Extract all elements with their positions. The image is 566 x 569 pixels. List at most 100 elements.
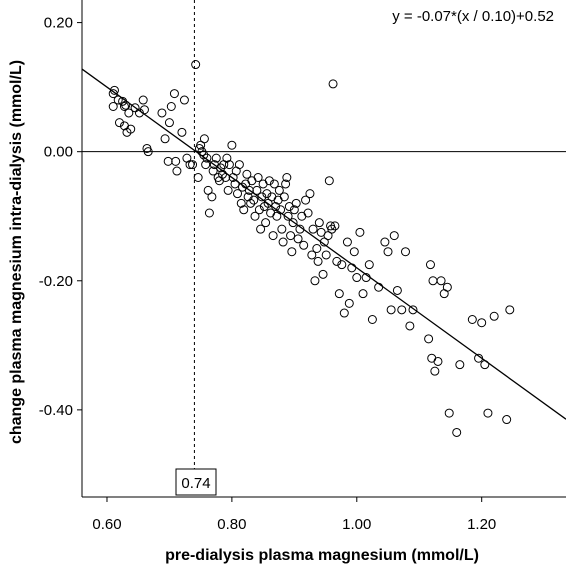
data-point [361, 273, 371, 283]
data-point [271, 202, 281, 212]
data-point [430, 366, 440, 376]
data-point [349, 247, 359, 257]
x-tick-label: 1.00 [342, 516, 371, 533]
data-point [160, 134, 170, 144]
data-point [236, 198, 246, 208]
data-point [279, 192, 289, 202]
data-point [201, 160, 211, 170]
data-point [124, 108, 134, 118]
data-point [113, 95, 123, 105]
data-point [261, 218, 271, 228]
reference-marker: 0.74 [175, 468, 217, 496]
data-point [307, 250, 317, 260]
data-point [202, 153, 212, 163]
data-point [277, 224, 287, 234]
data-point [268, 231, 278, 241]
data-point [274, 185, 284, 195]
data-point [383, 247, 393, 257]
data-point [282, 173, 292, 182]
data-point [157, 108, 167, 118]
data-point [119, 102, 129, 111]
data-point [108, 102, 118, 111]
data-point [191, 60, 201, 70]
y-tick-label: -0.20 [39, 273, 73, 290]
data-point [172, 166, 182, 176]
data-point [358, 289, 368, 299]
data-point [218, 169, 228, 179]
data-point [199, 134, 209, 144]
data-point [328, 79, 338, 89]
data-point [297, 211, 307, 221]
data-point [405, 321, 415, 331]
data-point [321, 250, 331, 260]
data-point [295, 224, 305, 234]
data-point [256, 224, 266, 234]
data-point [386, 305, 396, 315]
data-point [367, 315, 377, 324]
data-point [425, 260, 435, 270]
data-point [480, 360, 490, 370]
data-point [305, 189, 315, 199]
regression-equation: y = -0.07*(x / 0.10)+0.52 [392, 8, 554, 25]
data-point [342, 237, 352, 247]
x-tick-label: 0.80 [217, 516, 246, 533]
data-point [467, 315, 477, 324]
plot-area [81, 0, 566, 497]
data-point [289, 205, 299, 215]
y-tick-label: 0.00 [44, 144, 73, 161]
data-point [287, 247, 297, 257]
data-point [109, 85, 119, 95]
data-point [230, 179, 240, 189]
data-point [489, 311, 499, 321]
data-point [301, 195, 311, 205]
data-point [207, 192, 217, 202]
data-point [330, 221, 340, 231]
data-point [166, 102, 176, 111]
data-point [130, 103, 140, 113]
x-axis-title: pre-dialysis plasma magnesium (mmol/L) [165, 547, 479, 564]
data-point [313, 256, 323, 266]
data-point [121, 100, 131, 110]
data-point [179, 95, 189, 105]
data-point [455, 360, 465, 370]
data-point [164, 118, 174, 128]
data-point [444, 408, 454, 418]
data-point [139, 105, 149, 115]
data-point [505, 305, 515, 315]
data-point [264, 176, 274, 186]
data-point [283, 211, 293, 221]
data-point [250, 211, 260, 221]
data-point [252, 185, 262, 195]
data-point [276, 205, 286, 215]
y-axis-title: change plasma magnesium intra-dialysis (… [8, 60, 25, 444]
data-point [293, 234, 303, 244]
data-point [177, 127, 187, 137]
data-point [477, 318, 487, 328]
data-point [308, 224, 318, 234]
data-point [364, 260, 374, 270]
data-point [247, 176, 257, 186]
data-point [222, 153, 232, 163]
data-point [324, 176, 334, 186]
data-point [452, 427, 462, 437]
data-point [249, 195, 259, 205]
x-tick-label: 0.60 [92, 516, 121, 533]
data-point [436, 276, 446, 286]
data-point [286, 231, 296, 241]
data-point [134, 108, 144, 118]
data-point [204, 208, 214, 218]
data-point [332, 256, 342, 266]
data-point [424, 334, 434, 344]
data-point [171, 156, 181, 166]
data-point [400, 247, 410, 257]
data-point [310, 276, 320, 286]
data-point [278, 237, 288, 247]
data-point [114, 118, 124, 128]
data-point [312, 244, 322, 253]
data-point [185, 160, 195, 170]
data-point [337, 260, 347, 270]
data-point [221, 173, 231, 182]
data-point [397, 305, 407, 315]
data-point [344, 298, 354, 308]
